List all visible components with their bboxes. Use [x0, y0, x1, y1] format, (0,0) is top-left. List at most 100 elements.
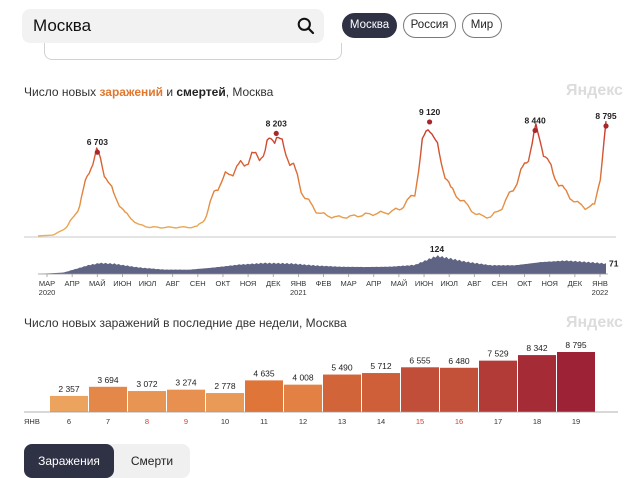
day-tick-label: 14 [377, 417, 385, 426]
bar-value-label: 6 480 [448, 356, 470, 366]
bar-value-label: 3 274 [175, 378, 197, 388]
search-icon[interactable] [296, 16, 316, 36]
bar-value-label: 5 712 [370, 361, 392, 371]
day-tick-label: 18 [533, 417, 541, 426]
bar-value-label: 4 635 [253, 368, 275, 378]
top-chart-title: Число новых заражений и смертей, Москва [24, 85, 273, 99]
bar [518, 355, 556, 412]
x-tick-label: ОКТ [517, 279, 532, 288]
bar [362, 373, 400, 412]
bar-value-label: 2 357 [58, 384, 80, 394]
x-tick-year: 2021 [290, 288, 307, 297]
bar-value-label: 4 008 [292, 373, 314, 383]
x-tick-label: ЯНВ [290, 279, 306, 288]
infections-line [37, 121, 607, 237]
bar [440, 367, 478, 412]
day-tick-label: 9 [184, 417, 188, 426]
x-tick-label: ДЕК [568, 279, 583, 288]
deaths-area [38, 255, 606, 274]
top-chart-title-deaths: смертей [176, 85, 226, 99]
x-tick-label: СЕН [492, 279, 508, 288]
yandex-watermark: Яндекс [566, 82, 623, 99]
x-tick-label: МАЙ [391, 279, 408, 288]
peak-marker [273, 130, 279, 137]
bar [206, 393, 244, 412]
peak-label: 8 203 [266, 118, 288, 128]
search-input[interactable]: Москва [33, 16, 92, 35]
day-tick-label: 6 [67, 417, 71, 426]
bar [89, 386, 127, 412]
tab-russia[interactable]: Россия [403, 13, 456, 38]
peak-marker [532, 127, 538, 134]
deaths-label: 71 [609, 259, 619, 269]
x-tick-label: АПР [366, 279, 381, 288]
bar-chart-title: Число новых заражений в последние две не… [24, 316, 347, 330]
x-tick-label: НОЯ [240, 279, 257, 288]
top-chart-title-prefix: Число новых [24, 85, 100, 99]
day-tick-label: 8 [145, 417, 149, 426]
infections-toggle-button[interactable]: Заражения [24, 444, 114, 478]
peak-label: 9 120 [419, 107, 441, 117]
tab-moscow[interactable]: Москва [342, 13, 397, 38]
peak-label: 6 703 [87, 137, 109, 147]
peak-marker [94, 149, 100, 155]
peak-marker [426, 119, 433, 125]
yandex-watermark-2: Яндекс [566, 314, 623, 331]
two-weeks-bar-chart: 2 357 6 3 694 7 3 072 8 3 274 9 2 778 10 4 635 11 4 … [24, 340, 618, 426]
metric-toggle: Заражения Смерти [24, 444, 190, 478]
x-tick-year: 2022 [592, 288, 609, 297]
day-tick-label: 17 [494, 417, 502, 426]
x-tick-label: ИЮН [113, 279, 131, 288]
bar-value-label: 7 529 [487, 349, 509, 359]
x-tick-label: МАР [39, 279, 55, 288]
x-tick-label: ДЕК [266, 279, 281, 288]
x-tick-label: МАЙ [89, 279, 106, 288]
x-tick-label: ФЕВ [316, 279, 332, 288]
x-tick-label: АВГ [166, 279, 180, 288]
peak-marker [603, 123, 609, 129]
day-tick-label: 13 [338, 417, 346, 426]
day-tick-label: 12 [299, 417, 307, 426]
bar-value-label: 6 555 [409, 355, 431, 365]
day-tick-label: 11 [260, 417, 268, 426]
peak-label: 8 440 [524, 115, 546, 125]
bar-value-label: 8 342 [526, 343, 548, 353]
bar [284, 384, 322, 412]
top-chart-title-suffix: , Москва [225, 85, 274, 99]
x-tick-label: АВГ [467, 279, 481, 288]
deaths-label: 124 [430, 244, 444, 254]
bar-value-label: 3 072 [136, 379, 158, 389]
peak-label: 8 795 [595, 111, 617, 121]
bar [128, 391, 166, 412]
top-chart-title-infections: заражений [99, 85, 163, 99]
bar [323, 374, 361, 412]
bar [479, 360, 517, 412]
x-tick-label: ИЮН [415, 279, 433, 288]
day-tick-label: 19 [572, 417, 580, 426]
bar [245, 380, 283, 412]
x-tick-label: СЕН [190, 279, 206, 288]
bar-value-label: 2 778 [214, 381, 236, 391]
bar [401, 367, 439, 412]
bar-value-label: 8 795 [565, 340, 587, 350]
tab-world[interactable]: Мир [462, 13, 502, 38]
day-tick-label: 10 [221, 417, 229, 426]
x-tick-label: АПР [64, 279, 79, 288]
x-tick-label: ИЮЛ [440, 279, 458, 288]
day-tick-label: 7 [106, 417, 110, 426]
deaths-toggle-button[interactable]: Смерти [130, 454, 174, 468]
bar-value-label: 3 694 [97, 375, 119, 385]
day-tick-label: 15 [416, 417, 424, 426]
search-bar[interactable]: Москва [22, 9, 324, 43]
x-tick-year: 2020 [39, 288, 56, 297]
x-tick-label: МАР [341, 279, 357, 288]
x-tick-label: ОКТ [216, 279, 231, 288]
bar [167, 389, 205, 412]
search-suggestions-edge [44, 43, 342, 60]
bar-value-label: 5 490 [331, 363, 353, 373]
top-chart-title-and: и [163, 85, 177, 99]
x-tick-label: ИЮЛ [139, 279, 157, 288]
bar [557, 352, 595, 412]
month-label: ЯНВ [24, 417, 40, 426]
